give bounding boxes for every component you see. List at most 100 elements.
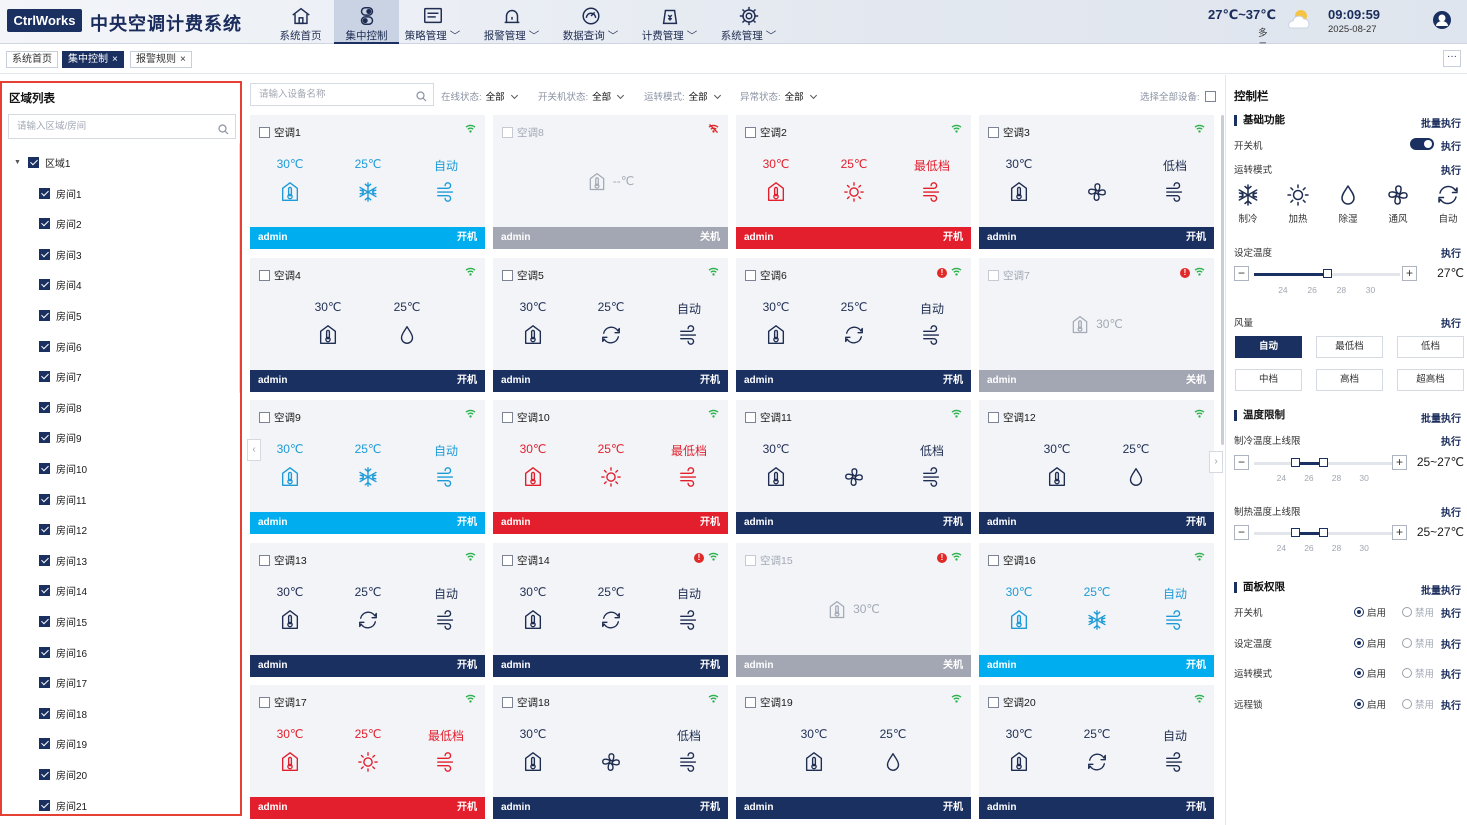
ac-card[interactable]: 空调19 30℃ 25℃ admin 开机: [736, 685, 971, 819]
filter-dropdown[interactable]: 在线状态: 全部: [441, 89, 518, 103]
more-button[interactable]: ···: [1443, 50, 1461, 67]
perm-execute-button[interactable]: 执行: [1441, 700, 1461, 712]
tab-1[interactable]: 系统首页: [6, 51, 58, 68]
collapse-right-button[interactable]: ›: [1209, 451, 1223, 473]
cool-limit-execute-button[interactable]: 执行: [1441, 437, 1461, 448]
nav-strategy[interactable]: 策略管理 ﹀: [400, 0, 465, 44]
error-icon[interactable]: !: [937, 553, 947, 563]
ac-select-checkbox[interactable]: [259, 412, 270, 423]
room-checkbox[interactable]: [39, 524, 50, 536]
fan-speed-option[interactable]: 超高档: [1397, 369, 1464, 391]
filter-dropdown[interactable]: 异常状态: 全部: [740, 89, 817, 103]
decrease-button[interactable]: −: [1234, 525, 1249, 540]
room-checkbox[interactable]: [39, 738, 50, 750]
tree-room[interactable]: 房间4: [39, 277, 82, 293]
increase-button[interactable]: +: [1402, 266, 1417, 281]
decrease-button[interactable]: −: [1234, 266, 1249, 281]
tree-room[interactable]: 房间19: [39, 736, 87, 752]
ac-select-checkbox[interactable]: [502, 127, 513, 138]
ac-select-checkbox[interactable]: [988, 127, 999, 138]
nav-alarm[interactable]: 报警管理 ﹀: [479, 0, 544, 44]
ac-select-checkbox[interactable]: [502, 412, 513, 423]
select-all-checkbox[interactable]: [1204, 90, 1216, 102]
error-icon[interactable]: !: [694, 553, 704, 563]
chevron-down-icon[interactable]: ▼: [14, 158, 21, 166]
ac-card[interactable]: 空调17 30℃ 25℃ 最低档 admin 开机: [250, 685, 485, 819]
ac-select-checkbox[interactable]: [745, 127, 756, 138]
perm-enable-radio[interactable]: 启用: [1354, 697, 1386, 711]
scrollbar[interactable]: [239, 143, 240, 393]
room-checkbox[interactable]: [39, 248, 50, 260]
tab-2[interactable]: 集中控制 ×: [62, 51, 124, 68]
slider-handle[interactable]: [1323, 269, 1332, 278]
tree-region[interactable]: ▼ 区域1: [14, 154, 71, 170]
set-temp-slider[interactable]: − + 27℃: [1234, 266, 1464, 282]
mode-execute-button[interactable]: 执行: [1441, 166, 1461, 177]
room-checkbox[interactable]: [39, 218, 50, 230]
tree-room[interactable]: 房间6: [39, 338, 82, 354]
tree-room[interactable]: 房间12: [39, 522, 87, 538]
fan-execute-button[interactable]: 执行: [1441, 319, 1461, 330]
perm-disable-radio[interactable]: 禁用: [1402, 666, 1434, 680]
perm-execute-button[interactable]: 执行: [1441, 670, 1461, 681]
tab-3[interactable]: 报警规则 ×: [130, 51, 192, 68]
perm-disable-radio[interactable]: 禁用: [1402, 636, 1434, 650]
room-checkbox[interactable]: [39, 279, 50, 291]
perm-disable-radio[interactable]: 禁用: [1402, 697, 1434, 711]
fan-speed-option[interactable]: 自动: [1235, 336, 1302, 358]
nav-control[interactable]: 集中控制: [334, 0, 399, 44]
room-checkbox[interactable]: [39, 768, 50, 780]
ac-select-checkbox[interactable]: [502, 555, 513, 566]
perm-enable-radio[interactable]: 启用: [1354, 605, 1386, 619]
ac-select-checkbox[interactable]: [745, 555, 756, 566]
ac-card[interactable]: 空调11 30℃ 低档 admin 开机: [736, 400, 971, 534]
ac-card[interactable]: 空调7! 30℃ admin 关机: [979, 258, 1214, 392]
tree-room[interactable]: 房间2: [39, 216, 82, 232]
increase-button[interactable]: +: [1392, 455, 1407, 470]
nav-data-query[interactable]: 数据查询 ﹀: [558, 0, 623, 44]
room-checkbox[interactable]: [39, 187, 50, 199]
ac-select-checkbox[interactable]: [502, 270, 513, 281]
perm-execute-button[interactable]: 执行: [1441, 609, 1461, 620]
slider-handle-min[interactable]: [1291, 528, 1301, 537]
fan-speed-option[interactable]: 低档: [1397, 336, 1464, 358]
perm-disable-radio[interactable]: 禁用: [1402, 605, 1434, 619]
tree-room[interactable]: 房间9: [39, 430, 82, 446]
room-checkbox[interactable]: [39, 493, 50, 505]
increase-button[interactable]: +: [1392, 525, 1407, 540]
tree-room[interactable]: 房间16: [39, 644, 87, 660]
ac-card[interactable]: 空调8 --℃ admin 关机: [493, 115, 728, 249]
tree-room[interactable]: 房间7: [39, 369, 82, 385]
ac-card[interactable]: 空调4 30℃ 25℃ admin 开机: [250, 258, 485, 392]
error-icon[interactable]: !: [937, 268, 947, 278]
tree-room[interactable]: 房间20: [39, 766, 87, 782]
scrollbar[interactable]: [1221, 115, 1224, 445]
tree-room[interactable]: 房间3: [39, 246, 82, 262]
mode-button-dry[interactable]: 除湿: [1333, 183, 1363, 225]
room-checkbox[interactable]: [39, 646, 50, 658]
mode-button-cool[interactable]: 制冷: [1233, 183, 1263, 225]
tree-room[interactable]: 房间1: [39, 185, 82, 201]
ac-select-checkbox[interactable]: [745, 270, 756, 281]
ac-card[interactable]: 空调9 30℃ 25℃ 自动 admin 开机: [250, 400, 485, 534]
power-execute-button[interactable]: 执行: [1441, 142, 1461, 153]
perm-enable-radio[interactable]: 启用: [1354, 636, 1386, 650]
mode-button-fan[interactable]: 通风: [1383, 183, 1413, 225]
ac-card[interactable]: 空调2 30℃ 25℃ 最低档 admin 开机: [736, 115, 971, 249]
tree-room[interactable]: 房间8: [39, 399, 82, 415]
ac-select-checkbox[interactable]: [745, 697, 756, 708]
ac-select-checkbox[interactable]: [988, 697, 999, 708]
perm-enable-radio[interactable]: 启用: [1354, 666, 1386, 680]
fan-speed-option[interactable]: 中档: [1235, 369, 1302, 391]
room-checkbox[interactable]: [39, 309, 50, 321]
search-icon[interactable]: [218, 121, 229, 144]
room-checkbox[interactable]: [39, 401, 50, 413]
ac-card[interactable]: 空调15! 30℃ admin 关机: [736, 543, 971, 677]
ac-select-checkbox[interactable]: [745, 412, 756, 423]
tree-room[interactable]: 房间11: [39, 491, 86, 507]
ac-select-checkbox[interactable]: [988, 270, 999, 281]
close-icon[interactable]: ×: [180, 54, 186, 65]
